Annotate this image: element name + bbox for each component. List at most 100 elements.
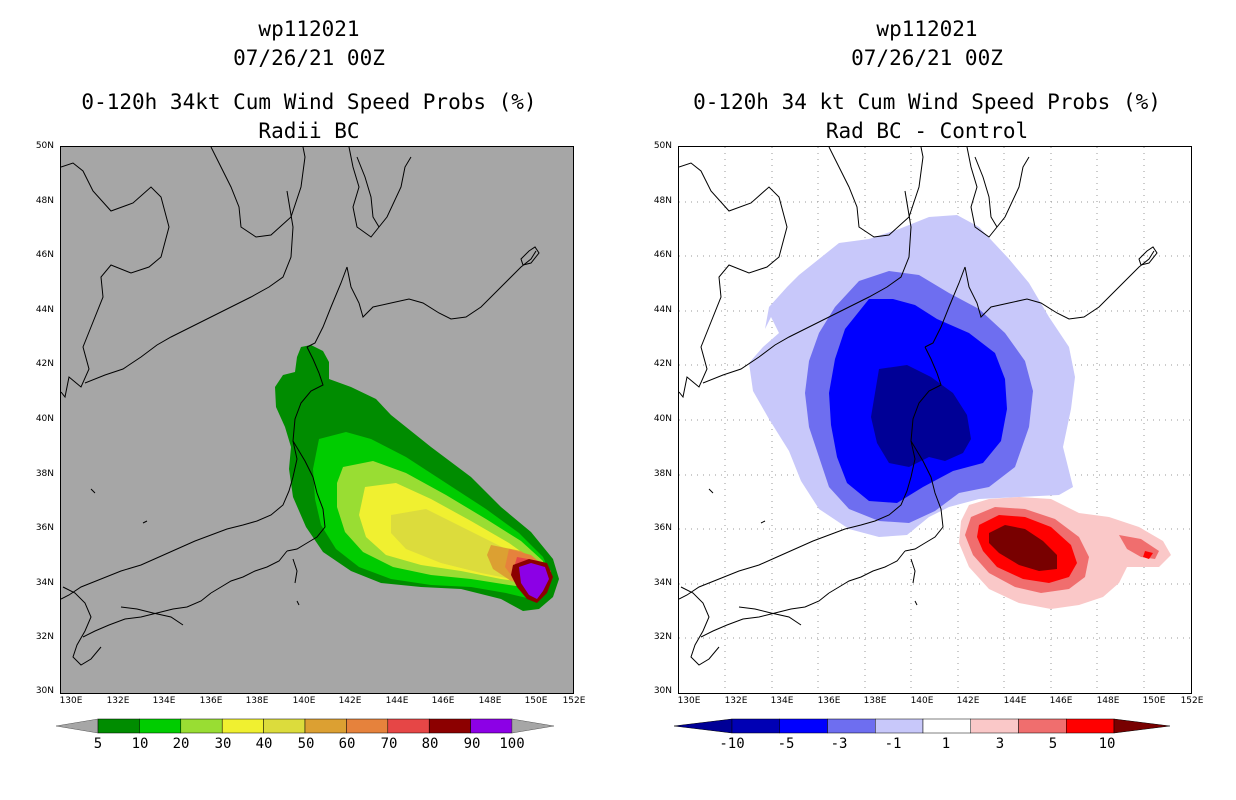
colorbar-cell xyxy=(97,718,140,734)
storm-id: wp112021 xyxy=(258,17,360,41)
coastline xyxy=(679,147,1158,666)
lon-label: 130E xyxy=(59,696,83,706)
lon-label: 148E xyxy=(1096,696,1120,706)
lon-label: 144E xyxy=(1003,696,1027,706)
colorbar-label: 70 xyxy=(380,736,398,752)
lat-label: 46N xyxy=(653,250,672,260)
prob-contour-90 xyxy=(519,563,549,599)
colorbar-low-end xyxy=(674,718,733,734)
lat-label: 32N xyxy=(653,632,672,642)
colorbar-label: 10 xyxy=(1098,736,1116,752)
colorbar-label: 5 xyxy=(93,736,103,752)
lon-label: 150E xyxy=(524,696,548,706)
lon-label: 150E xyxy=(1142,696,1166,706)
lon-label: 138E xyxy=(245,696,269,706)
lon-label: 136E xyxy=(199,696,223,706)
colorbar-cell xyxy=(779,718,828,734)
lat-label: 34N xyxy=(35,578,54,588)
lon-label: 134E xyxy=(152,696,176,706)
lon-label: 148E xyxy=(478,696,502,706)
lon-label: 152E xyxy=(562,696,586,706)
lon-label: 138E xyxy=(863,696,887,706)
lon-label: 142E xyxy=(956,696,980,706)
lat-label: 50N xyxy=(653,141,672,151)
plot-title: 0-120h 34 kt Cum Wind Speed Probs (%) xyxy=(693,90,1161,114)
colorbar-high-end xyxy=(511,718,555,734)
lon-label: 134E xyxy=(770,696,794,706)
colorbar-label: 90 xyxy=(463,736,481,752)
colorbar-label: -5 xyxy=(777,736,795,752)
colorbar-cell xyxy=(970,718,1019,734)
datetime: 07/26/21 00Z xyxy=(233,46,385,70)
lat-label: 40N xyxy=(653,414,672,424)
colorbar-label: -3 xyxy=(830,736,848,752)
colorbar-label: 1 xyxy=(941,736,951,752)
lat-label: 42N xyxy=(35,359,54,369)
colorbar-cell xyxy=(731,718,780,734)
colorbar-cell xyxy=(263,718,306,734)
colorbar-label: 40 xyxy=(255,736,273,752)
right-panel: wp112021 07/26/21 00Z 0-120h 34 kt Cum W… xyxy=(618,0,1236,800)
colorbar-cell xyxy=(180,718,223,734)
lon-label: 136E xyxy=(817,696,841,706)
lon-label: 146E xyxy=(1049,696,1073,706)
lat-label: 48N xyxy=(653,196,672,206)
lon-label: 146E xyxy=(431,696,455,706)
lon-label: 152E xyxy=(1180,696,1204,706)
colorbar-label: 20 xyxy=(172,736,190,752)
colorbar xyxy=(56,718,555,734)
lat-label: 38N xyxy=(653,469,672,479)
lat-label: 50N xyxy=(35,141,54,151)
plot-subtitle: Rad BC - Control xyxy=(825,119,1029,143)
colorbar-label: 10 xyxy=(131,736,149,752)
plot-subtitle: Radii BC xyxy=(258,119,360,143)
colorbar-label: 50 xyxy=(297,736,315,752)
lon-label: 144E xyxy=(385,696,409,706)
coastline xyxy=(61,147,540,666)
colorbar-label: 100 xyxy=(499,736,525,752)
lon-label: 140E xyxy=(910,696,934,706)
diff-contour-neg10 xyxy=(871,365,971,467)
difference-map-svg xyxy=(679,147,1191,693)
diff-contour-pos10 xyxy=(989,525,1057,571)
lat-label: 46N xyxy=(35,250,54,260)
colorbar-cell xyxy=(428,718,471,734)
lon-label: 132E xyxy=(106,696,130,706)
lat-label: 30N xyxy=(35,686,54,696)
colorbar-cell xyxy=(922,718,971,734)
lon-label: 142E xyxy=(338,696,362,706)
colorbar-label: -1 xyxy=(884,736,902,752)
colorbar-cell xyxy=(1018,718,1067,734)
colorbar-label: -10 xyxy=(719,736,745,752)
lat-label: 42N xyxy=(653,359,672,369)
colorbar-cell xyxy=(346,718,389,734)
colorbar-cell xyxy=(221,718,264,734)
probability-map xyxy=(60,146,574,694)
lat-label: 30N xyxy=(653,686,672,696)
lon-label: 130E xyxy=(677,696,701,706)
plot-title: 0-120h 34kt Cum Wind Speed Probs (%) xyxy=(81,90,537,114)
lat-label: 40N xyxy=(35,414,54,424)
diff-contour-pos10-east xyxy=(1143,551,1153,559)
left-panel: wp112021 07/26/21 00Z 0-120h 34kt Cum Wi… xyxy=(35,17,586,752)
colorbar-label: 3 xyxy=(995,736,1005,752)
colorbar xyxy=(674,718,1171,734)
colorbar-cell xyxy=(1066,718,1115,734)
storm-id: wp112021 xyxy=(876,17,978,41)
lon-label: 132E xyxy=(724,696,748,706)
lat-label: 44N xyxy=(35,305,54,315)
lat-label: 36N xyxy=(35,523,54,533)
lat-label: 32N xyxy=(35,632,54,642)
lat-label: 44N xyxy=(653,305,672,315)
lat-label: 34N xyxy=(653,578,672,588)
datetime: 07/26/21 00Z xyxy=(851,46,1003,70)
lat-label: 36N xyxy=(653,523,672,533)
colorbar-cell xyxy=(139,718,182,734)
colorbar-label: 80 xyxy=(421,736,439,752)
colorbar-cell xyxy=(827,718,876,734)
difference-map xyxy=(678,146,1192,694)
colorbar-label: 5 xyxy=(1048,736,1058,752)
colorbar-label: 30 xyxy=(214,736,232,752)
lat-label: 48N xyxy=(35,196,54,206)
colorbar-label: 60 xyxy=(338,736,356,752)
